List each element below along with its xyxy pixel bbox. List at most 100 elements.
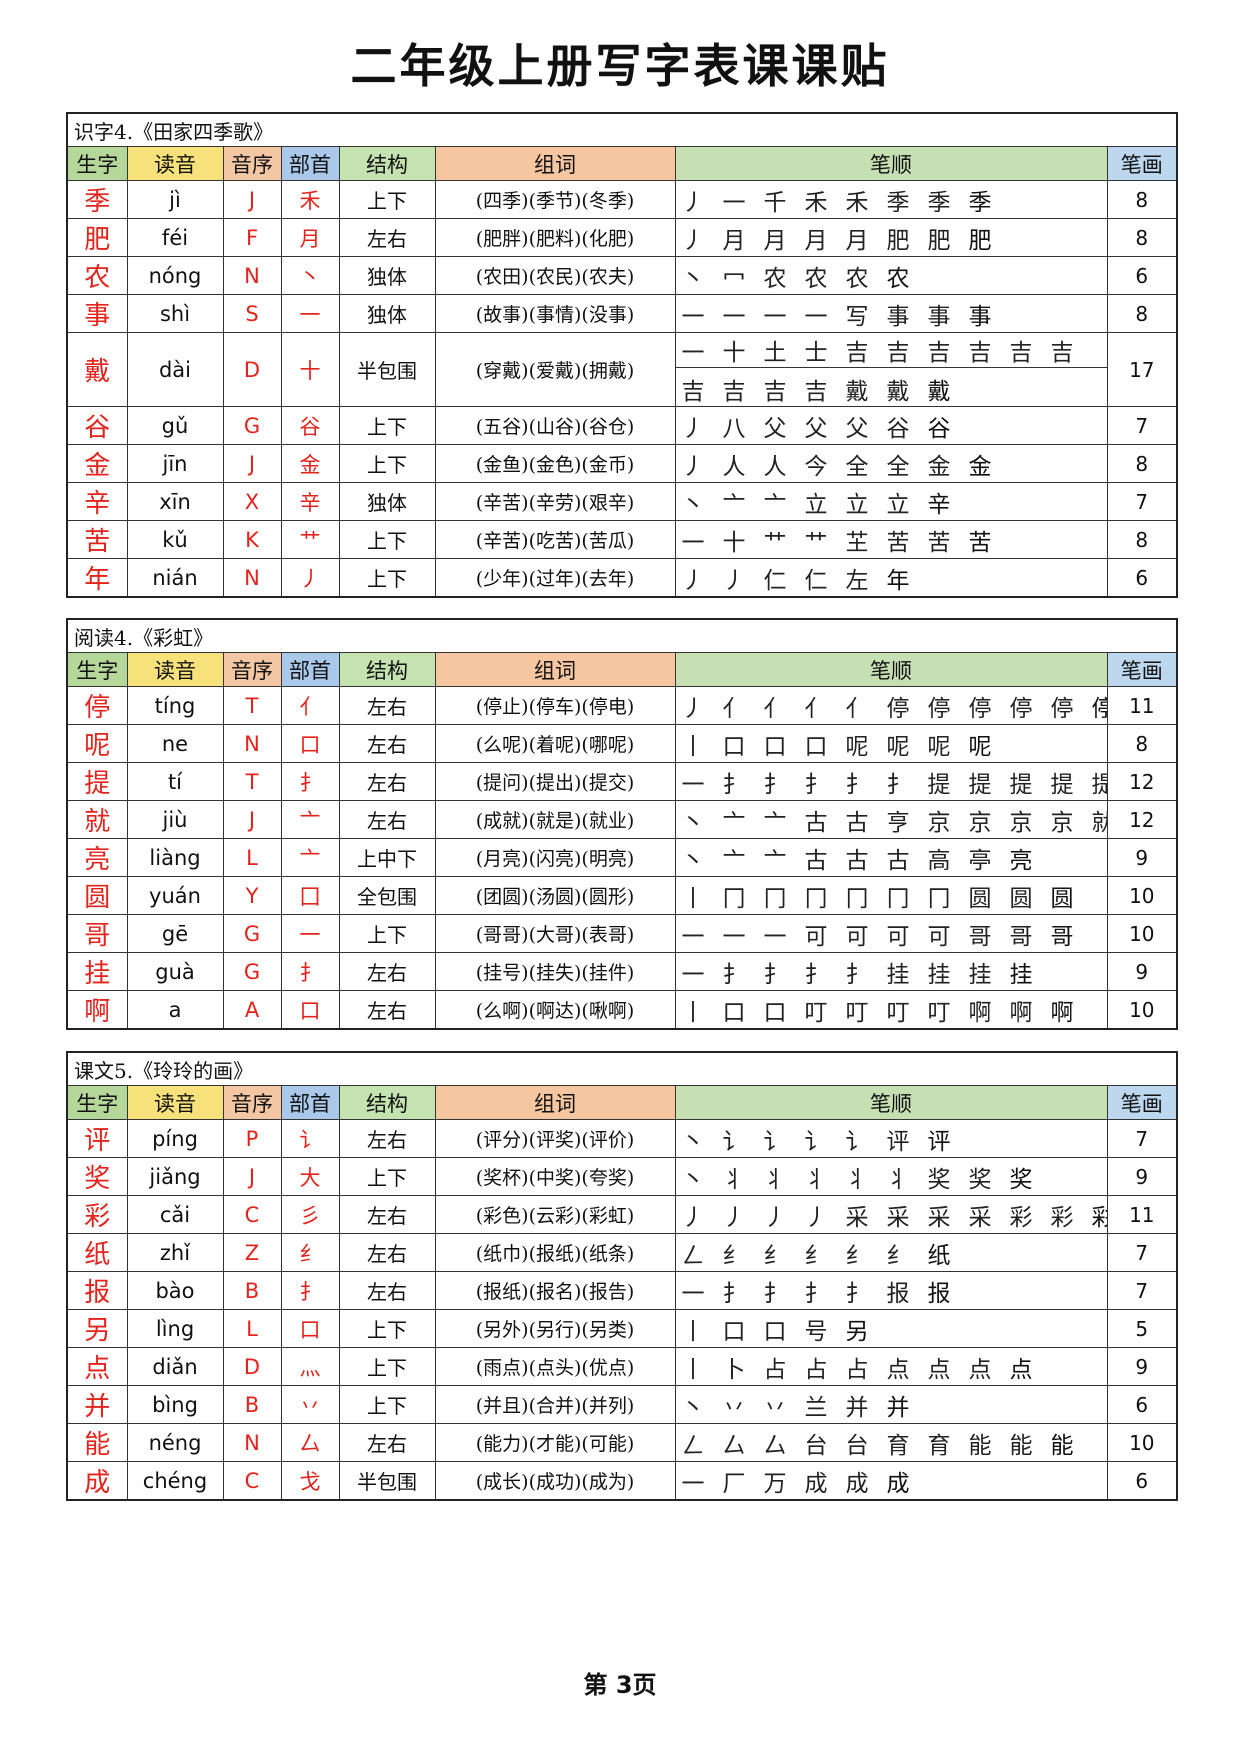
stroke-order: 丨口口叮叮叮叮啊啊啊: [674, 990, 1108, 1030]
stroke-step: 一: [681, 1470, 705, 1497]
table-row: 奖 jiǎng J 大上下 (奖杯)(中奖)(夸奖) 丶丬丬丬丬丬奖奖奖 9: [66, 1157, 1178, 1196]
stroke-step: 扌: [886, 771, 910, 798]
word-examples: (辛苦)(辛劳)(艰辛): [434, 482, 676, 521]
radical: 纟: [280, 1233, 340, 1272]
stroke-step: 艹: [804, 529, 828, 556]
stroke-step: 冂: [722, 885, 746, 912]
structure: 左右: [338, 762, 436, 801]
stroke-step: 一: [681, 1280, 705, 1307]
stroke-step: 丿: [681, 695, 705, 722]
radical: 一: [280, 294, 340, 333]
page-number: 第 3页: [583, 1671, 657, 1699]
stroke-count: 11: [1106, 686, 1178, 725]
stroke-step: 吉: [927, 340, 951, 366]
stroke-step: 丶: [681, 265, 705, 292]
stroke-step: 亠: [763, 809, 787, 836]
word-examples: (纸巾)(报纸)(纸条): [434, 1233, 676, 1272]
phonetic-order: N: [222, 724, 282, 763]
stroke-step: 禾: [845, 189, 869, 216]
pinyin: guà: [126, 952, 224, 991]
pinyin: dài: [126, 332, 224, 407]
stroke-step: 啊: [968, 999, 992, 1026]
header-order: 音序: [222, 1085, 282, 1120]
radical: 谷: [280, 406, 340, 445]
stroke-step: 戴: [927, 379, 951, 405]
stroke-step: 一: [763, 923, 787, 950]
stroke-count: 17: [1106, 332, 1178, 407]
radical: 月: [280, 218, 340, 257]
stroke-step: 亭: [968, 847, 992, 874]
word-examples: (另外)(另行)(另类): [434, 1309, 676, 1348]
stroke-step: 扌: [722, 961, 746, 988]
stroke-step: 丬: [886, 1166, 910, 1193]
pinyin: jiǎng: [126, 1157, 224, 1196]
stroke-step: 扌: [845, 771, 869, 798]
stroke-step: 古: [804, 809, 828, 836]
phonetic-order: D: [222, 1347, 282, 1386]
radical: 灬: [280, 1347, 340, 1386]
stroke-step: 彩: [1050, 1204, 1074, 1231]
word-examples: (停止)(停车)(停电): [434, 686, 676, 725]
word-examples: (成就)(就是)(就业): [434, 800, 676, 839]
stroke-step: 肥: [968, 227, 992, 254]
stroke-step: 亠: [722, 491, 746, 518]
word-examples: (金鱼)(金色)(金币): [434, 444, 676, 483]
stroke-step: 丬: [763, 1166, 787, 1193]
stroke-step: 号: [804, 1318, 828, 1345]
stroke-step: 父: [804, 415, 828, 442]
stroke-step: 叮: [845, 999, 869, 1026]
word-examples: (雨点)(点头)(优点): [434, 1347, 676, 1386]
stroke-step: 戴: [845, 379, 869, 405]
stroke-step: 一: [681, 923, 705, 950]
phonetic-order: X: [222, 482, 282, 521]
structure: 上下: [338, 444, 436, 483]
table-row: 农 nóng N 丶独体 (农田)(农民)(农夫) 丶冖农农农农 6: [66, 256, 1178, 295]
stroke-step: 扌: [722, 771, 746, 798]
stroke-step: 厶: [722, 1432, 746, 1459]
stroke-step: 吉: [763, 379, 787, 405]
stroke-step: 提: [968, 771, 992, 798]
stroke-step: 丬: [804, 1166, 828, 1193]
pinyin: gǔ: [126, 406, 224, 445]
pinyin: yuán: [126, 876, 224, 915]
radical: 口: [280, 1309, 340, 1348]
stroke-step: 丷: [722, 1394, 746, 1421]
phonetic-order: G: [222, 914, 282, 953]
stroke-step: 奖: [927, 1166, 951, 1193]
stroke-step: 万: [763, 1470, 787, 1497]
stroke-order: 丿人人今全全金金: [674, 444, 1108, 483]
stroke-step: 纟: [763, 1242, 787, 1269]
stroke-step: 古: [845, 847, 869, 874]
stroke-step: 冂: [845, 885, 869, 912]
pinyin: zhǐ: [126, 1233, 224, 1272]
stroke-step: 肥: [886, 227, 910, 254]
stroke-order: 丿丿丿丿采采采采彩彩彩: [674, 1195, 1108, 1234]
word-examples: (能力)(才能)(可能): [434, 1423, 676, 1462]
stroke-step: 禾: [804, 189, 828, 216]
stroke-step: 农: [886, 265, 910, 292]
word-examples: (团圆)(汤圆)(圆形): [434, 876, 676, 915]
stroke-step: 占: [763, 1356, 787, 1383]
stroke-step: 报: [886, 1280, 910, 1307]
pinyin: nóng: [126, 256, 224, 295]
stroke-step: 就: [1092, 803, 1107, 837]
stroke-order: 一一一可可可可哥哥哥: [674, 914, 1108, 953]
table-row: 评 píng P 讠左右 (评分)(评奖)(评价) 丶讠讠讠讠评评 7: [66, 1119, 1178, 1158]
stroke-step: 亻: [722, 695, 746, 722]
character: 农: [66, 256, 128, 295]
stroke-step: 丨: [681, 733, 705, 760]
phonetic-order: G: [222, 406, 282, 445]
stroke-order: 一扌扌扌扌报报: [674, 1271, 1108, 1310]
stroke-step: 一: [681, 340, 705, 366]
character: 纸: [66, 1233, 128, 1272]
stroke-count: 5: [1106, 1309, 1178, 1348]
pinyin: tí: [126, 762, 224, 801]
table-row: 纸 zhǐ Z 纟左右 (纸巾)(报纸)(纸条) ㄥ纟纟纟纟纟纸 7: [66, 1233, 1178, 1272]
word-examples: (辛苦)(吃苦)(苦瓜): [434, 520, 676, 559]
stroke-step: 呢: [968, 733, 992, 760]
stroke-step: 丷: [763, 1394, 787, 1421]
radical: 扌: [280, 762, 340, 801]
stroke-step: 厶: [763, 1432, 787, 1459]
stroke-step: 亠: [763, 847, 787, 874]
word-examples: (五谷)(山谷)(谷仓): [434, 406, 676, 445]
